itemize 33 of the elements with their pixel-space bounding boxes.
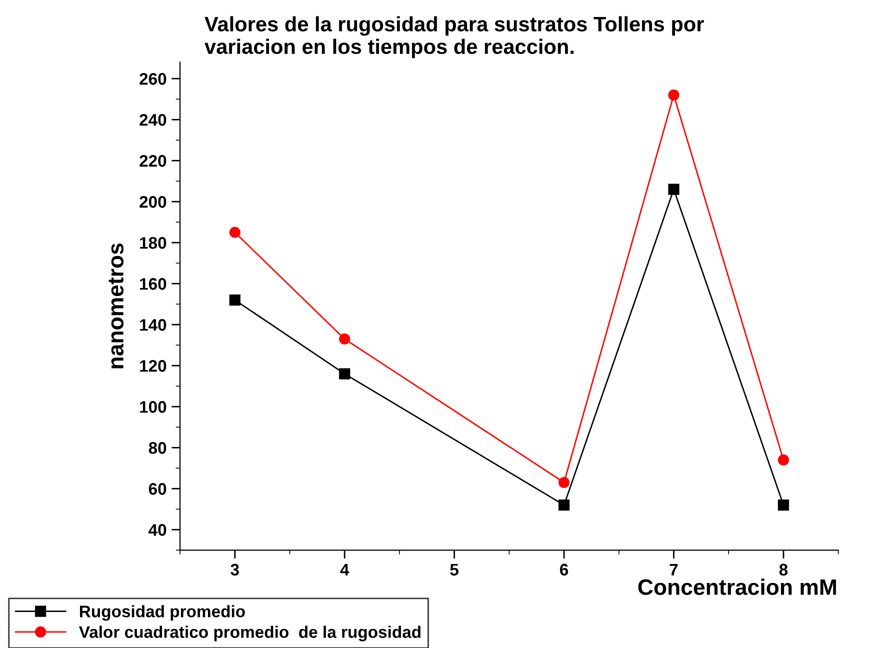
point — [668, 89, 680, 101]
point — [558, 499, 570, 511]
y-tick-label: 240 — [140, 114, 166, 126]
y-tick-label: 120 — [140, 360, 166, 372]
y-axis-title: nanometros — [108, 243, 124, 368]
point — [229, 294, 240, 306]
legend-label: Rugosidad promedio — [80, 605, 245, 621]
y-tick-label: 260 — [140, 73, 166, 85]
y-tick-label: 80 — [148, 442, 166, 454]
x-tick-label: 7 — [670, 564, 678, 576]
y-tick-label: 200 — [140, 196, 166, 208]
chart-title: Valores de la rugosidad para sustratos Tollens por variacion en los tiempos de reaccion. — [204, 16, 704, 58]
point — [778, 454, 790, 466]
point — [778, 499, 790, 511]
x-tick-label: 3 — [230, 564, 239, 576]
x-tick-label: 8 — [779, 564, 788, 576]
x-tick-label: 6 — [560, 564, 568, 576]
x-tick-label: 5 — [450, 564, 458, 576]
point — [229, 226, 240, 238]
y-tick-label: 220 — [140, 155, 166, 167]
point — [668, 184, 680, 195]
x-axis-title: Concentracion mM — [638, 578, 836, 596]
y-tick-label: 60 — [148, 483, 166, 495]
point — [339, 333, 350, 345]
y-tick-label: 180 — [140, 237, 166, 249]
y-tick-label: 160 — [140, 278, 166, 290]
x-tick-label: 4 — [340, 564, 350, 576]
y-tick-label: 40 — [148, 524, 166, 536]
y-tick-label: 140 — [140, 319, 166, 331]
legend-label: Valor cuadratico promedio de la rugosidad — [79, 626, 420, 642]
point — [558, 476, 570, 488]
y-tick-label: 100 — [140, 401, 166, 413]
point — [339, 368, 350, 380]
